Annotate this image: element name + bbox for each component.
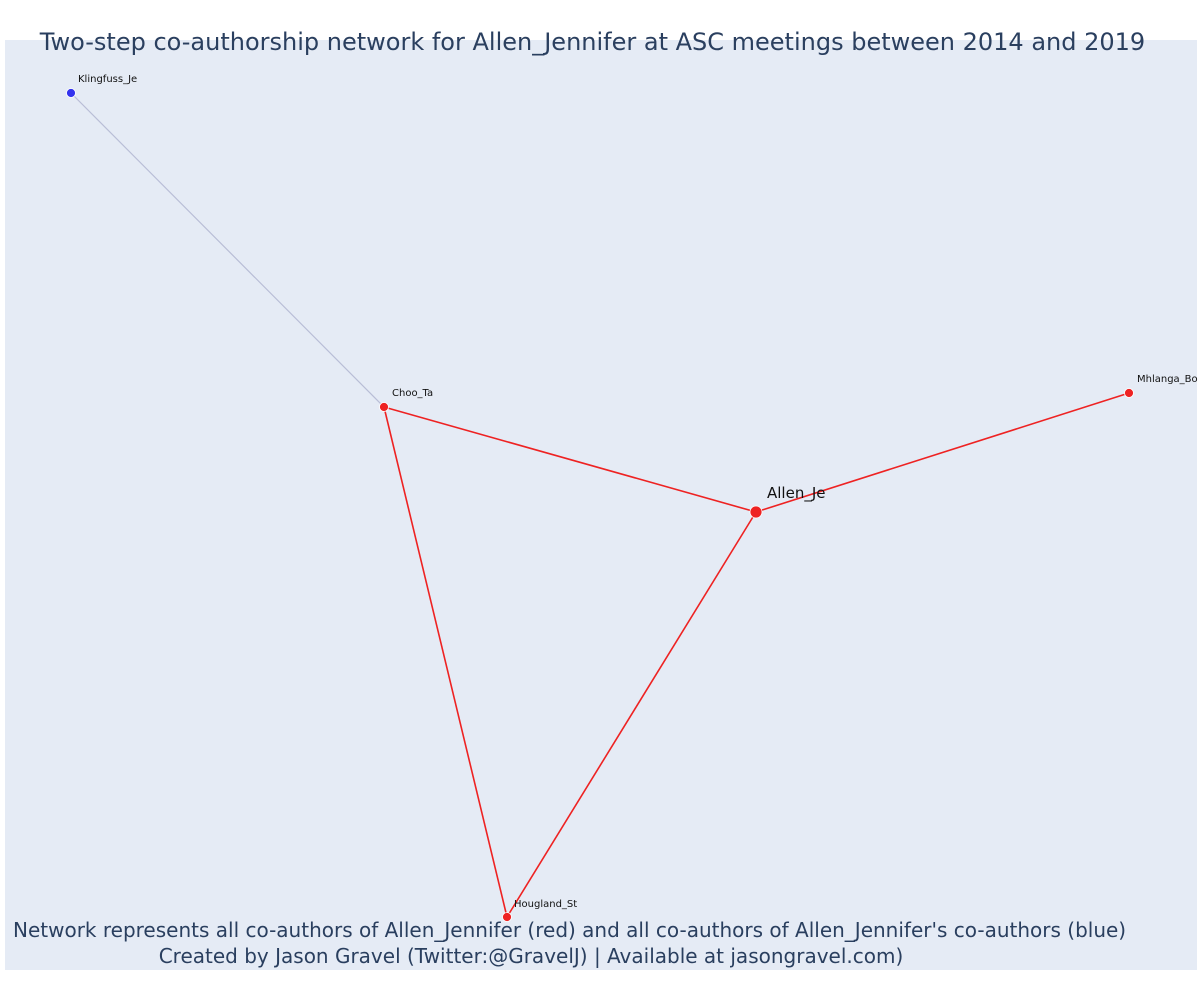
edge-choo-allen bbox=[384, 407, 756, 512]
node-label-allen: Allen_Je bbox=[767, 484, 825, 503]
edges-layer bbox=[71, 93, 1129, 917]
chart-title: Two-step co-authorship network for Allen… bbox=[0, 28, 1185, 56]
node-allen[interactable] bbox=[750, 506, 762, 518]
nodes-layer bbox=[67, 89, 1134, 922]
edge-klingfuss-choo bbox=[71, 93, 384, 407]
node-choo[interactable] bbox=[380, 403, 389, 412]
node-klingfuss[interactable] bbox=[67, 89, 76, 98]
edge-hougland-allen bbox=[507, 512, 756, 917]
node-label-mhlanga: Mhlanga_Bo bbox=[1137, 374, 1198, 385]
node-label-hougland: Hougland_St bbox=[514, 899, 577, 910]
node-mhlanga[interactable] bbox=[1125, 389, 1134, 398]
edge-choo-hougland bbox=[384, 407, 507, 917]
labels-layer: Allen_Je Choo_Ta Hougland_St Mhlanga_Bo Klin… bbox=[78, 74, 1198, 910]
node-label-choo: Choo_Ta bbox=[392, 388, 433, 399]
node-label-klingfuss: Klingfuss_Je bbox=[78, 74, 137, 85]
caption-credit: Created by Jason Gravel (Twitter:@Gravel… bbox=[0, 944, 1062, 968]
caption-network-description: Network represents all co-authors of All… bbox=[13, 918, 1126, 942]
